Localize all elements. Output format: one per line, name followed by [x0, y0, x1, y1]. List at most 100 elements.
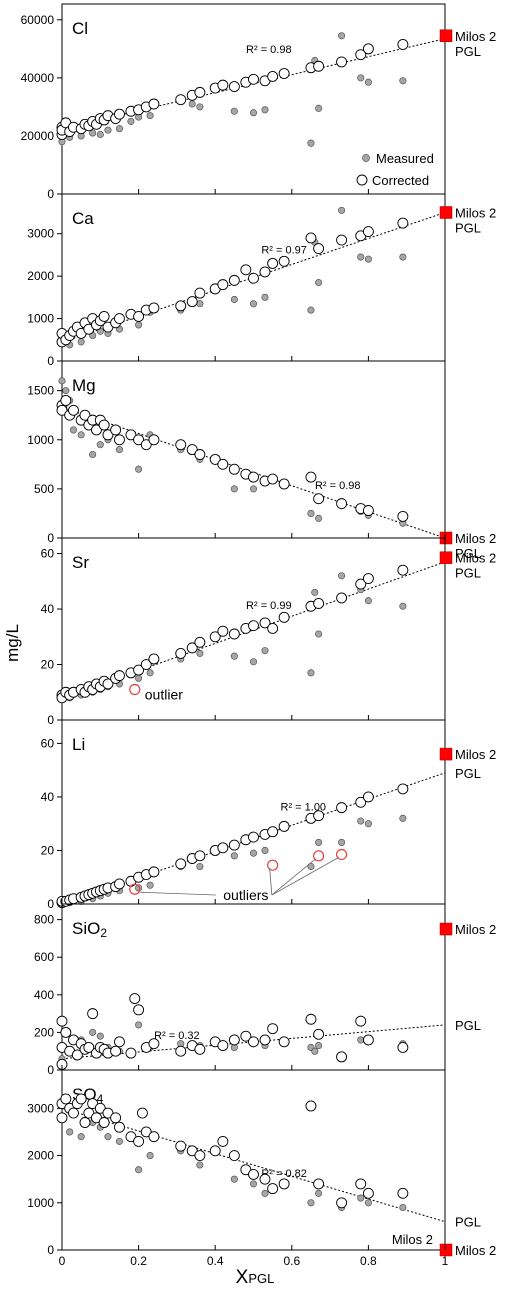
corrected-point — [355, 796, 367, 808]
y-tick-label: 600 — [34, 950, 54, 964]
corrected-point — [129, 993, 141, 1005]
endmember-label: Milos 2 — [455, 205, 496, 220]
y-tick-label: 60000 — [21, 13, 55, 27]
measured-point — [196, 649, 204, 657]
corrected-point — [248, 272, 259, 284]
legend: Measured Corrected — [356, 151, 434, 188]
corrected-point — [336, 56, 348, 68]
measured-point — [230, 1175, 238, 1183]
measured-point — [115, 446, 124, 454]
measured-point — [364, 78, 372, 86]
measured-point — [261, 293, 269, 301]
corrected-point — [186, 444, 198, 456]
measured-point — [115, 125, 124, 133]
measured-point — [338, 838, 346, 846]
outlier-point — [335, 848, 348, 861]
corrected-point — [175, 1045, 187, 1057]
measured-point — [364, 255, 372, 263]
corrected-point — [313, 1028, 325, 1040]
corrected-point — [259, 1034, 271, 1046]
corrected-point — [362, 226, 374, 238]
corrected-point — [278, 1178, 290, 1190]
y-tick-label: 1000 — [27, 312, 54, 326]
corrected-point — [68, 404, 79, 416]
corrected-point — [248, 73, 259, 85]
endmember-marker — [439, 747, 453, 761]
measured-point — [307, 669, 315, 677]
corrected-point — [140, 659, 152, 670]
corrected-point — [83, 1041, 95, 1053]
measured-point — [357, 817, 365, 825]
corrected-point — [336, 498, 348, 510]
y-tick-label: 3000 — [27, 1101, 54, 1115]
corrected-point — [133, 1135, 145, 1147]
measured-point — [135, 465, 143, 473]
corrected-point — [209, 631, 221, 643]
corrected-point — [397, 564, 409, 576]
measured-point — [230, 852, 238, 860]
corrected-point — [397, 217, 409, 229]
measured-point — [146, 669, 154, 677]
element-label: SiO2 — [72, 919, 107, 940]
measured-point — [399, 602, 407, 610]
corrected-point — [217, 458, 229, 470]
corrected-point — [259, 266, 271, 278]
y-tick-label: 3000 — [27, 227, 54, 241]
corrected-point — [397, 783, 409, 795]
corrected-point — [102, 429, 114, 441]
r2-label: R² = 0.32 — [154, 1030, 200, 1042]
corrected-point — [110, 1112, 122, 1124]
measured-point — [249, 485, 258, 493]
measured-point — [249, 109, 258, 117]
measured-point — [399, 77, 407, 85]
r2-label: R² = 0.98 — [246, 44, 292, 56]
measured-point — [311, 1047, 319, 1055]
measured-point — [307, 862, 315, 871]
corrected-point — [217, 842, 229, 854]
outlier-leader — [269, 868, 273, 896]
r2-label: R² = 0.98 — [315, 480, 361, 492]
y-tick-label: 60 — [41, 736, 55, 750]
pgl-label: PGL — [455, 220, 481, 235]
measured-point — [135, 1021, 143, 1029]
corrected-point — [113, 670, 125, 682]
measured-point — [188, 100, 196, 108]
corrected-point — [56, 1112, 68, 1124]
corrected-point — [278, 1036, 290, 1048]
element-label: Ca — [72, 209, 94, 228]
measured-point — [96, 441, 104, 449]
corrected-point — [267, 473, 279, 485]
measured-point — [135, 674, 143, 682]
corrected-point — [133, 664, 145, 676]
corrected-point — [217, 1040, 229, 1052]
mixing-line — [61, 1107, 446, 1223]
corrected-point — [175, 300, 187, 312]
y-tick-label: 0 — [47, 531, 54, 545]
corrected-point — [209, 453, 221, 465]
corrected-point — [228, 1150, 240, 1162]
corrected-point — [267, 826, 279, 838]
corrected-point — [248, 831, 259, 843]
endmember-label: Milos 2 — [455, 29, 496, 44]
mixing-line — [61, 212, 446, 343]
corrected-point — [175, 94, 187, 106]
corrected-point — [362, 1034, 374, 1046]
measured-point — [127, 117, 135, 125]
corrected-point — [336, 1197, 348, 1209]
corrected-point — [110, 1045, 122, 1057]
measured-point — [230, 485, 238, 493]
corrected-point — [278, 68, 290, 79]
corrected-point — [194, 636, 206, 648]
corrected-point — [313, 493, 325, 505]
panel-sio2: 0 200 400 600 800 SiO2 R² = 0.32 Milos 2 PGL — [34, 903, 496, 1077]
corrected-point — [194, 449, 206, 460]
y-tick-label: 800 — [34, 913, 54, 927]
measured-point — [399, 814, 407, 822]
corrected-point — [217, 625, 229, 637]
corrected-point — [98, 419, 110, 431]
y-tick-label: 400 — [34, 988, 54, 1002]
corrected-point — [125, 429, 137, 441]
